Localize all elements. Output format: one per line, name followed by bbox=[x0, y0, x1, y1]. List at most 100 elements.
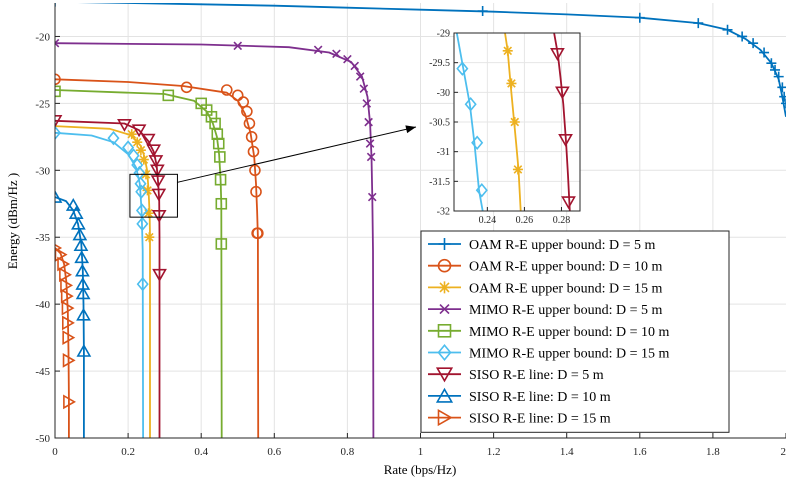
data-point bbox=[247, 145, 260, 158]
data-point bbox=[693, 18, 704, 29]
legend-item: OAM R-E upper bound: D = 15 m bbox=[428, 281, 662, 296]
data-point bbox=[252, 227, 264, 240]
y-tick-label: -35 bbox=[35, 232, 50, 244]
inset-x-tick-label: 0.26 bbox=[516, 215, 534, 226]
data-point bbox=[62, 352, 76, 368]
data-point bbox=[215, 238, 228, 250]
inset-y-tick-label: -29 bbox=[437, 29, 450, 40]
main-series-layer bbox=[55, 3, 786, 438]
x-tick-label: 0.2 bbox=[121, 446, 135, 458]
y-tick-label: -40 bbox=[35, 299, 50, 311]
y-tick-label: -30 bbox=[35, 165, 50, 177]
data-point bbox=[362, 99, 372, 108]
data-point bbox=[205, 110, 218, 123]
inset-y-tick-label: -31.5 bbox=[429, 177, 450, 188]
data-point bbox=[343, 54, 352, 64]
inset-zoom-plot: 0.24 0.26 0.28 -29 -29.5 -30 -30.5 -31 -31.5 -32 bbox=[429, 29, 581, 226]
series-oam-r-e-upper-bound-d-5-m bbox=[55, 3, 786, 117]
data-point bbox=[71, 216, 86, 230]
data-point bbox=[737, 31, 748, 42]
series-siso-r-e-line-d-15-m bbox=[55, 243, 77, 438]
inset-x-tick-label: 0.28 bbox=[553, 215, 571, 226]
data-point bbox=[233, 41, 243, 51]
data-point bbox=[759, 47, 770, 58]
inset-data-point bbox=[509, 117, 520, 127]
data-point bbox=[61, 315, 75, 331]
data-point bbox=[241, 105, 253, 118]
legend-label: OAM R-E upper bound: D = 5 m bbox=[469, 238, 655, 253]
data-point bbox=[107, 130, 120, 146]
legend-label: SISO R-E line: D = 15 m bbox=[469, 412, 611, 427]
data-point bbox=[215, 197, 228, 210]
y-tick-label: -50 bbox=[35, 433, 50, 445]
legend-marker bbox=[438, 281, 451, 294]
data-point bbox=[59, 267, 72, 283]
data-point bbox=[142, 185, 153, 196]
inset-series-siso-r-e-line-d-5-m bbox=[550, 33, 576, 211]
data-point bbox=[144, 232, 155, 243]
data-point bbox=[60, 288, 74, 304]
inset-y-tick-label: -29.5 bbox=[429, 58, 450, 69]
data-point bbox=[770, 64, 781, 75]
x-tick-label: 1 bbox=[418, 446, 424, 458]
inset-series-line bbox=[455, 33, 484, 211]
x-tick-label: 0.8 bbox=[341, 446, 355, 458]
data-point bbox=[136, 216, 149, 232]
legend-label: OAM R-E upper bound: D = 10 m bbox=[469, 260, 662, 275]
inset-data-point bbox=[475, 182, 488, 198]
legend-marker bbox=[437, 344, 452, 361]
legend: OAM R-E upper bound: D = 5 m OAM R-E uppe… bbox=[420, 230, 730, 433]
series-line bbox=[55, 119, 161, 438]
data-point bbox=[122, 140, 135, 155]
data-point bbox=[117, 119, 132, 132]
inset-y-tick-label: -30 bbox=[437, 88, 450, 99]
data-point bbox=[220, 84, 233, 96]
data-point bbox=[55, 73, 61, 86]
legend-item: MIMO R-E upper bound: D = 15 m bbox=[428, 344, 669, 362]
series-mimo-r-e-upper-bound-d-5-m bbox=[55, 38, 377, 438]
legend-marker bbox=[437, 323, 452, 338]
data-point bbox=[151, 210, 167, 223]
inset-data-point bbox=[561, 196, 576, 210]
data-point bbox=[134, 176, 147, 191]
data-point bbox=[250, 185, 262, 198]
inset-data-point bbox=[502, 45, 513, 56]
data-point bbox=[477, 6, 488, 17]
series-line bbox=[55, 89, 223, 438]
inset-data-point bbox=[456, 61, 469, 76]
data-point bbox=[72, 227, 88, 241]
legend-label: MIMO R-E upper bound: D = 10 m bbox=[469, 325, 669, 340]
legend-label: SISO R-E line: D = 5 m bbox=[469, 368, 604, 383]
legend-marker bbox=[438, 238, 451, 250]
legend-marker bbox=[435, 387, 454, 403]
data-point bbox=[214, 151, 226, 163]
legend-marker bbox=[435, 367, 454, 383]
data-point bbox=[781, 98, 786, 109]
series-mimo-r-e-upper-bound-d-15-m bbox=[55, 125, 149, 438]
data-point bbox=[131, 157, 144, 173]
data-point bbox=[55, 189, 63, 203]
legend-label: MIMO R-E upper bound: D = 5 m bbox=[469, 303, 662, 318]
zoom-annotation bbox=[129, 125, 417, 218]
legend-box bbox=[420, 230, 730, 433]
data-point bbox=[748, 38, 759, 49]
legend-label: SISO R-E line: D = 10 m bbox=[469, 390, 611, 405]
data-point bbox=[126, 129, 137, 140]
legend-item: MIMO R-E upper bound: D = 10 m bbox=[428, 323, 669, 340]
data-point bbox=[359, 84, 369, 93]
data-point bbox=[136, 276, 149, 292]
data-point bbox=[60, 278, 74, 293]
data-point bbox=[150, 175, 166, 189]
data-point bbox=[55, 114, 63, 128]
legend-item: SISO R-E line: D = 15 m bbox=[428, 409, 611, 427]
data-point bbox=[355, 72, 365, 81]
data-point bbox=[62, 330, 76, 345]
x-axis-label: Rate (bps/Hz) bbox=[384, 462, 457, 477]
x-tick-label: 1.4 bbox=[560, 446, 574, 458]
data-point bbox=[68, 206, 84, 219]
series-line bbox=[55, 125, 151, 438]
x-tick-label: 2 bbox=[781, 446, 786, 458]
legend-marker bbox=[437, 258, 452, 273]
data-point bbox=[148, 155, 164, 169]
data-point bbox=[245, 131, 258, 143]
